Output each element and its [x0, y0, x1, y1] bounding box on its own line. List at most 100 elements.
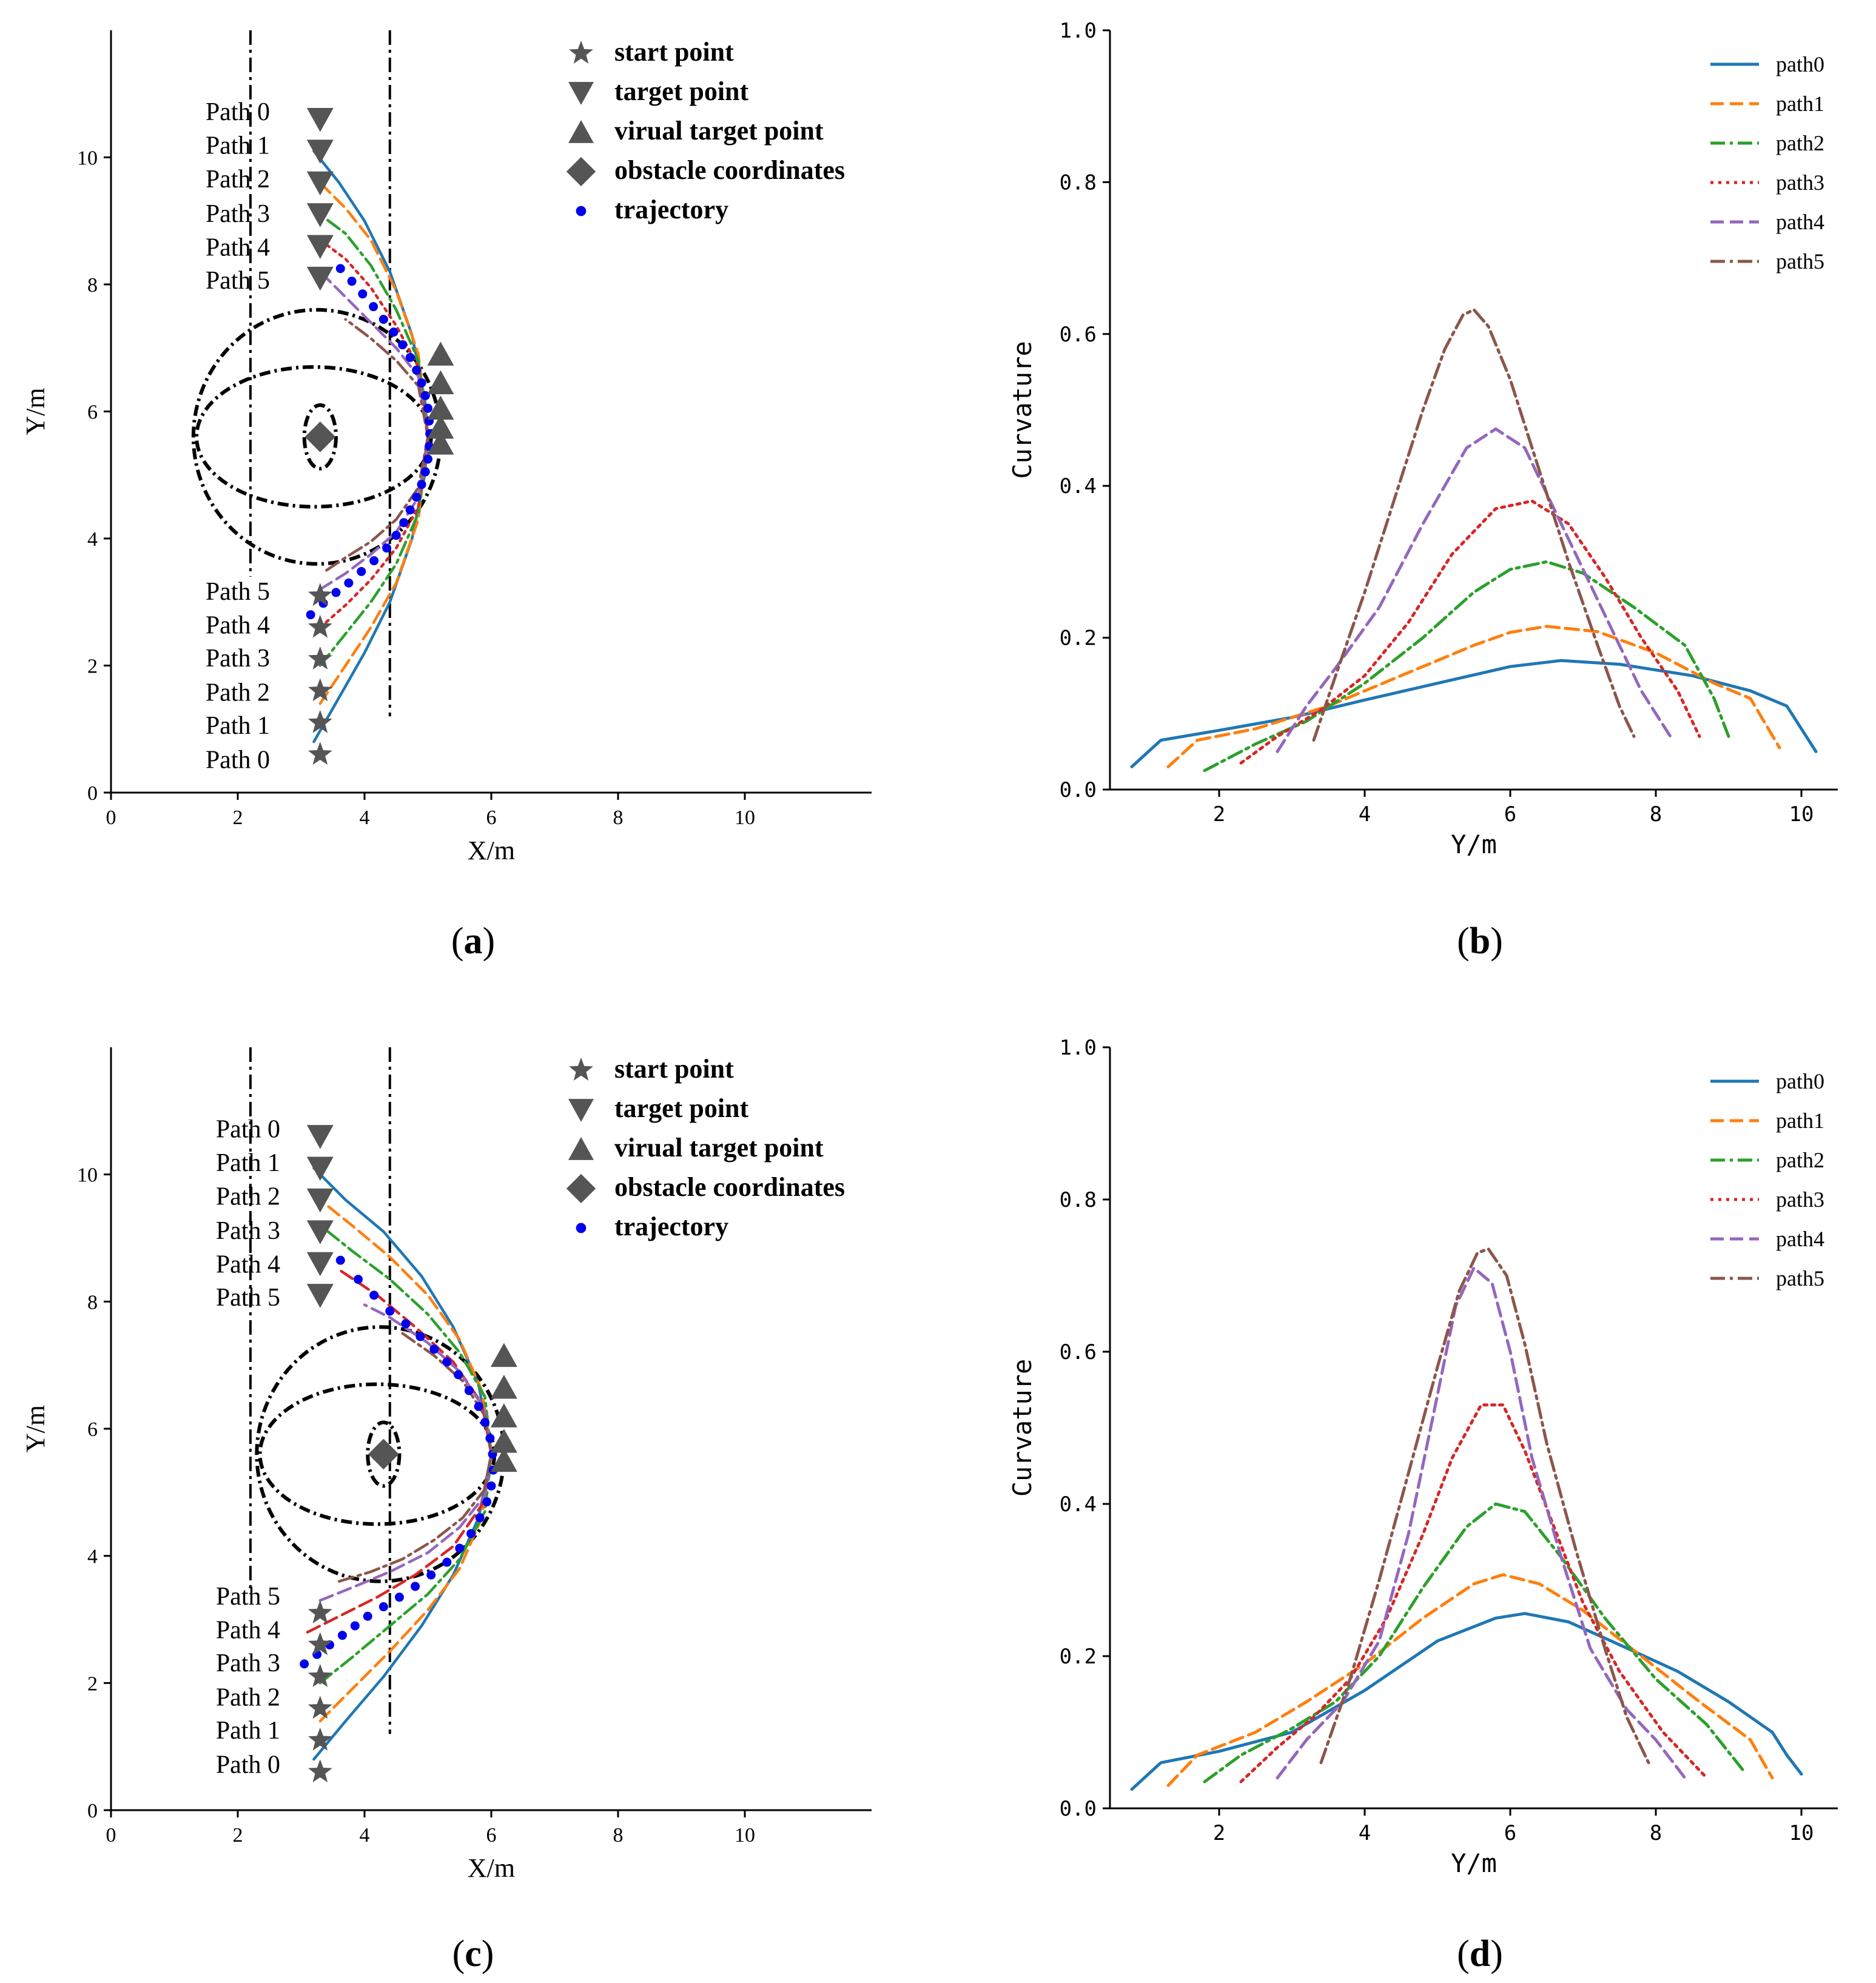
trajectory-point: [464, 1386, 474, 1395]
trajectory-point: [455, 1543, 465, 1553]
y-tick-label: 8: [87, 1291, 98, 1314]
virtual-target-point-marker: [490, 1429, 517, 1453]
trajectory-point: [486, 1481, 496, 1491]
path4-curvature-line: [1276, 1266, 1687, 1780]
path5-line: [337, 1332, 493, 1583]
trajectory-point: [369, 1290, 379, 1300]
trajectory-point: [358, 289, 368, 299]
start-path-label: Path 3: [206, 645, 270, 673]
legend-label: target point: [614, 1093, 749, 1123]
legend-label: path2: [1776, 1148, 1824, 1172]
trajectory-point: [363, 1611, 372, 1621]
legend-marker-triangle-up: [568, 120, 594, 143]
obstacle-safety-ring: [366, 1420, 402, 1488]
x-tick-label: 2: [1213, 802, 1225, 827]
obstacle-marker: [368, 1438, 399, 1470]
legend-marker-triangle-down: [568, 82, 594, 105]
target-point-marker: [306, 1252, 334, 1277]
x-tick-label: 4: [1359, 802, 1371, 827]
start-path-label: Path 4: [216, 1616, 280, 1644]
path0-curvature-line: [1130, 1612, 1803, 1791]
caption-close-paren: ): [1490, 1933, 1503, 1975]
x-tick-label: 10: [735, 1824, 755, 1847]
y-tick-label: 0: [87, 1800, 98, 1822]
trajectory-point: [417, 378, 426, 388]
start-path-label: Path 0: [216, 1751, 280, 1779]
virtual-target-point-marker: [427, 430, 454, 455]
target-path-label: Path 5: [206, 267, 270, 295]
virtual-target-point-marker: [490, 1374, 517, 1399]
y-axis-label: Y/m: [21, 388, 50, 435]
y-tick-label: 0.6: [1060, 323, 1097, 347]
trajectory-point: [350, 1621, 360, 1631]
trajectory-point: [426, 1570, 436, 1580]
target-point-marker: [306, 171, 334, 196]
target-point-marker: [306, 1284, 334, 1308]
start-point-marker: [308, 1696, 332, 1719]
y-tick-label: 4: [87, 528, 98, 551]
trajectory-point: [378, 1602, 388, 1612]
path5-curvature-line: [1319, 1247, 1650, 1765]
legend-label: path0: [1776, 1069, 1824, 1093]
path0-curvature-line: [1130, 659, 1818, 768]
target-path-label: Path 0: [216, 1115, 280, 1143]
x-tick-label: 2: [233, 1824, 243, 1847]
trajectory-point: [389, 327, 398, 337]
target-point-marker: [306, 107, 334, 132]
legend-label: path3: [1776, 1187, 1824, 1212]
trajectory-point: [300, 1659, 309, 1669]
y-tick-label: 1.0: [1060, 19, 1097, 43]
x-tick-label: 10: [1789, 1821, 1814, 1845]
y-tick-label: 0.6: [1060, 1340, 1097, 1364]
trajectory-point: [391, 531, 401, 540]
y-tick-label: 1.0: [1060, 1036, 1097, 1060]
caption-close-paren: ): [1490, 921, 1503, 962]
panel-b-curvature-plot: 2 4 6 8 10 0.0 0.2 0.4 0.6 0.8 1.0 Y/m Curvature path…: [1007, 19, 1838, 859]
start-path-label: Path 1: [206, 712, 270, 740]
path2-curvature-line: [1203, 560, 1730, 773]
start-point-marker: [308, 1727, 332, 1751]
start-point-marker: [308, 678, 332, 702]
x-tick-label: 10: [1789, 802, 1814, 827]
trajectory-point: [399, 518, 409, 528]
panel-caption-b: (b): [1457, 921, 1503, 962]
y-tick-label: 0.0: [1060, 778, 1097, 802]
trajectory-point: [378, 315, 388, 324]
legend-label: path2: [1776, 131, 1824, 155]
x-tick-label: 6: [486, 807, 497, 829]
trajectory-point: [411, 1582, 420, 1591]
trajectory-point: [480, 1418, 490, 1428]
virtual-target-point-marker: [427, 370, 454, 395]
trajectory-point: [442, 1357, 452, 1367]
trajectory-point: [335, 1255, 345, 1265]
y-axis-label: Y/m: [21, 1405, 50, 1452]
path3-curvature-line: [1239, 499, 1701, 765]
start-path-label: Path 5: [216, 1583, 280, 1611]
x-axis-label: X/m: [468, 1853, 515, 1883]
target-point-marker: [306, 1220, 334, 1244]
path1-curvature-line: [1166, 625, 1781, 768]
path2-curvature-line: [1203, 1502, 1745, 1783]
y-tick-label: 0.2: [1060, 1645, 1097, 1669]
path5-line: [325, 318, 429, 572]
legend-marker-dot: [576, 1223, 587, 1233]
trajectory-point: [331, 588, 341, 597]
x-tick-label: 8: [1650, 1821, 1662, 1845]
caption-letter: b: [1470, 921, 1490, 962]
caption-open-paren: (: [452, 1933, 465, 1975]
path5-curvature-line: [1312, 308, 1636, 742]
y-tick-label: 8: [87, 274, 98, 297]
trajectory-point: [405, 505, 415, 515]
path2-line: [318, 1224, 493, 1685]
trajectory-point: [335, 264, 345, 273]
legend-label: start point: [614, 1054, 734, 1084]
target-point-marker: [306, 203, 334, 227]
trajectory-point: [420, 391, 430, 400]
y-tick-label: 0.2: [1060, 626, 1097, 651]
x-tick-label: 6: [1504, 1821, 1516, 1845]
trajectory-point: [454, 1370, 463, 1380]
start-path-label: Path 2: [216, 1683, 280, 1711]
legend-label: path1: [1776, 1109, 1824, 1133]
legend-label: path3: [1776, 170, 1824, 195]
